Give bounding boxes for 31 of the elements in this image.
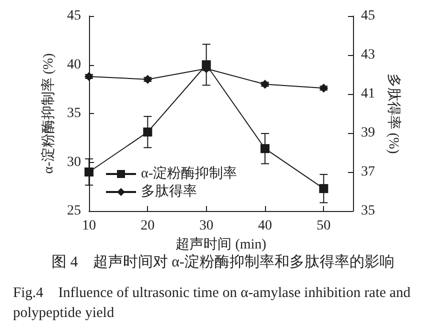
y2-tick-label: 37 — [361, 164, 375, 180]
point — [319, 84, 328, 93]
y-tick-label: 40 — [67, 57, 81, 72]
legend-label: α-淀粉酶抑制率 — [141, 166, 237, 182]
x-tick-label: 10 — [82, 218, 96, 234]
point — [84, 72, 94, 81]
point — [260, 144, 270, 154]
y2-tick-label: 41 — [361, 86, 375, 102]
point — [143, 74, 152, 84]
x-tick-label: 40 — [258, 218, 272, 234]
point — [260, 80, 270, 89]
point — [319, 184, 328, 194]
y2-tick-label: 43 — [361, 48, 375, 62]
point — [143, 128, 152, 137]
y-tick-label: 30 — [67, 154, 81, 170]
point — [84, 168, 94, 176]
y-axis-title: α-淀粉酶抑制率 (%) — [40, 52, 57, 174]
x-tick-label: 30 — [199, 218, 214, 234]
text: 图 4 超声时间对 α-淀粉酶抑制率和多肽得率的影响 — [52, 254, 394, 270]
y-tick-label: 25 — [67, 204, 81, 218]
text: Fig.4 Influence of ultrasonic time on α-amylase inhibition rate and polypeptide yield — [13, 285, 414, 321]
y-tick-label: 45 — [67, 8, 81, 24]
y2-tick-label: 35 — [361, 204, 375, 218]
legend-label: 多肽得率 — [141, 184, 197, 200]
y-tick-label: 35 — [67, 106, 81, 121]
y2-axis-title: 多肽得率 (%) — [385, 73, 402, 154]
y2-tick-label: 45 — [361, 8, 375, 24]
y2-tick-label: 39 — [361, 126, 375, 140]
x-tick-label: 50 — [316, 218, 331, 234]
x-tick-label: 20 — [140, 218, 155, 234]
x-axis-title: 超声时间 (min) — [176, 236, 267, 252]
